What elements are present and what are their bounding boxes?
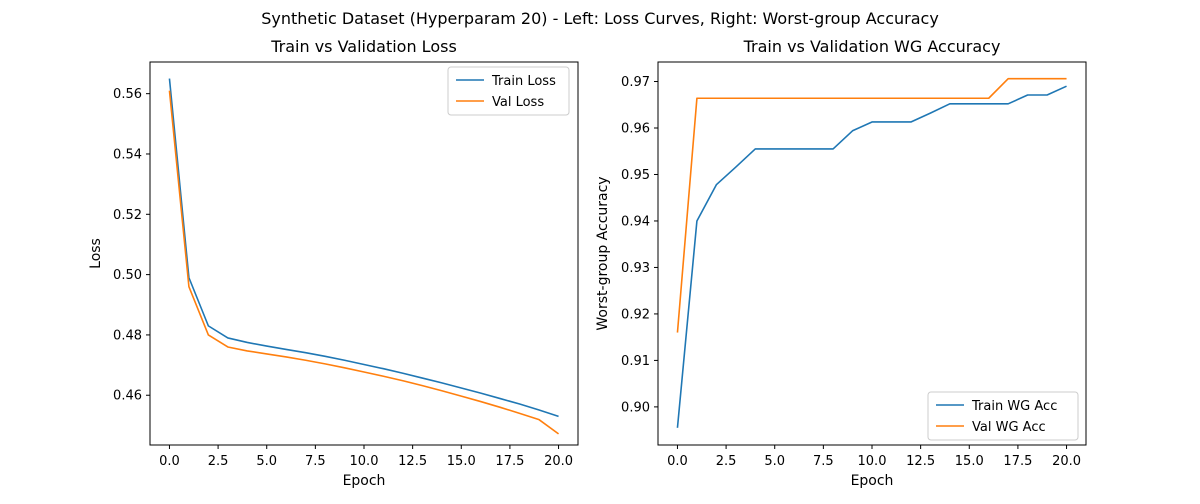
y-tick-label: 0.46	[113, 389, 142, 404]
y-tick-label: 0.96	[621, 122, 650, 137]
x-tick-label: 0.0	[159, 454, 180, 469]
x-tick-label: 20.0	[1052, 454, 1081, 469]
y-tick-label: 0.97	[621, 75, 650, 90]
x-tick-label: 2.5	[208, 454, 229, 469]
legend-label: Val Loss	[492, 95, 544, 110]
x-tick-label: 17.5	[1003, 454, 1032, 469]
legend-label: Train WG Acc	[971, 399, 1057, 414]
x-tick-label: 0.0	[667, 454, 688, 469]
x-tick-label: 20.0	[544, 454, 573, 469]
x-axis-label: Epoch	[851, 473, 894, 489]
y-tick-label: 0.56	[113, 87, 142, 102]
series-line-train-wg-acc	[676, 85, 1067, 428]
chart-panel-2: Train vs Validation WG Accuracy 0.0 2.5 5.0…	[595, 37, 1087, 489]
chart-title: Train vs Validation WG Accuracy	[743, 37, 1001, 56]
series-line-val-loss	[168, 90, 560, 435]
x-axis-label: Epoch	[343, 473, 386, 489]
x-tick-label: 12.5	[398, 454, 427, 469]
figure-suptitle: Synthetic Dataset (Hyperparam 20) - Left…	[261, 9, 939, 28]
x-tick-label: 7.5	[813, 454, 834, 469]
legend: Train Loss Val Loss	[447, 66, 570, 116]
legend-label: Val WG Acc	[972, 420, 1046, 435]
y-tick-label: 0.90	[621, 400, 650, 415]
y-tick-label: 0.92	[621, 307, 650, 322]
legend: Train WG Acc Val WG Acc	[927, 391, 1079, 441]
y-tick-label: 0.52	[113, 208, 142, 223]
y-tick-label: 0.94	[621, 214, 650, 229]
chart-title: Train vs Validation Loss	[270, 37, 457, 56]
y-axis-label: Worst-group Accuracy	[595, 176, 611, 330]
y-axis-label: Loss	[88, 238, 104, 269]
x-tick-label: 5.0	[764, 454, 785, 469]
x-tick-label: 10.0	[350, 454, 379, 469]
x-tick-label: 12.5	[906, 454, 935, 469]
y-tick-label: 0.54	[113, 147, 142, 162]
x-tick-label: 17.5	[495, 454, 524, 469]
y-tick-label: 0.50	[113, 268, 142, 283]
x-tick-label: 2.5	[716, 454, 737, 469]
x-tick-label: 7.5	[305, 454, 326, 469]
y-tick-label: 0.91	[621, 354, 650, 369]
legend-label: Train Loss	[491, 74, 556, 89]
series-line-val-wg-acc	[676, 77, 1067, 333]
y-tick-label: 0.95	[621, 168, 650, 183]
x-tick-label: 5.0	[256, 454, 277, 469]
series-line-train-loss	[168, 78, 559, 418]
y-tick-label: 0.48	[113, 328, 142, 343]
x-tick-label: 10.0	[858, 454, 887, 469]
legend-box	[927, 391, 1079, 441]
x-tick-label: 15.0	[955, 454, 984, 469]
y-tick-label: 0.93	[621, 261, 650, 276]
legend-box	[447, 66, 570, 116]
chart-panel-1: Train vs Validation Loss 0.0 2.5 5.0 7.5 10.0…	[88, 37, 579, 489]
x-tick-label: 15.0	[447, 454, 476, 469]
